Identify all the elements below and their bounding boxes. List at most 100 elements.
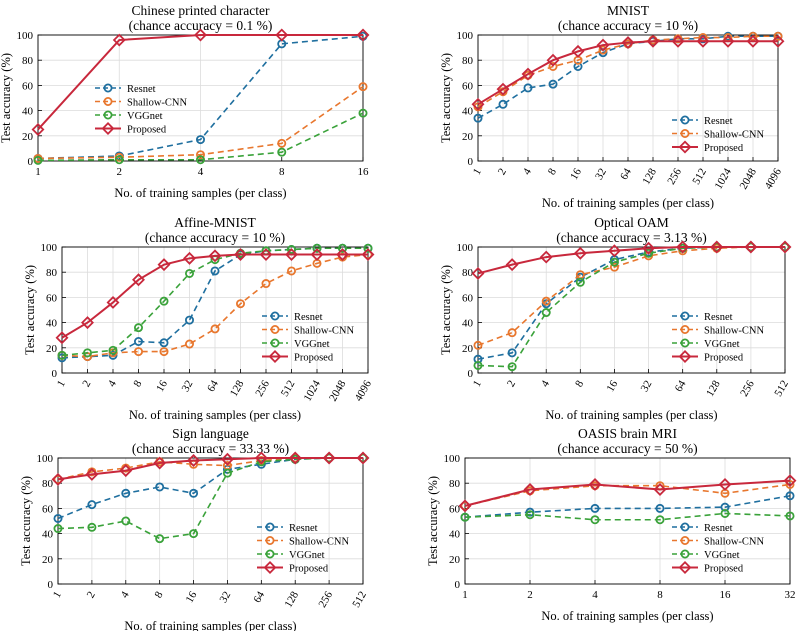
data-point-vggnet xyxy=(785,511,795,521)
data-point-proposed xyxy=(539,250,553,264)
y-axis-label: Test accuracy (%) xyxy=(439,265,453,355)
data-point-resnet xyxy=(523,83,533,93)
data-point-shallow-cnn xyxy=(286,266,296,276)
legend-marker xyxy=(678,561,692,574)
chart-subtitle: (chance accuracy = 33.33 %) xyxy=(132,441,289,456)
data-point-proposed xyxy=(596,38,610,52)
series-line-vggnet xyxy=(37,112,364,162)
data-point-shallow-cnn xyxy=(541,296,551,306)
y-tick-label: 100 xyxy=(457,242,474,254)
data-point-vggnet xyxy=(184,268,194,278)
data-point-proposed xyxy=(183,251,196,265)
x-tick-label: 16 xyxy=(568,166,584,182)
chart-panel-5: Sign language(chance accuracy = 33.33 %)… xyxy=(19,426,370,631)
legend-label: Resnet xyxy=(289,523,318,534)
x-tick-label: 512 xyxy=(279,378,298,398)
x-tick-label: 8 xyxy=(152,589,165,600)
x-tick-label: 8 xyxy=(657,589,663,601)
legend-marker xyxy=(270,338,280,348)
data-point-proposed xyxy=(361,248,375,262)
data-point-proposed xyxy=(458,499,472,513)
x-tick-label: 2048 xyxy=(327,378,349,403)
x-tick-label: 128 xyxy=(283,589,302,610)
series-line-resnet xyxy=(37,35,364,160)
x-tick-label: 2 xyxy=(117,166,123,178)
data-point-shallow-cnn xyxy=(609,262,619,272)
data-point-proposed xyxy=(194,28,207,42)
data-point-vggnet xyxy=(507,362,517,372)
x-axis-label: No. of training samples (per class) xyxy=(124,619,296,631)
data-point-proposed xyxy=(721,34,735,48)
data-point-vggnet xyxy=(33,155,43,165)
legend-label: Resnet xyxy=(704,523,733,534)
data-point-proposed xyxy=(505,258,519,272)
legend-marker xyxy=(678,140,692,154)
data-point-shallow-cnn xyxy=(184,339,194,349)
data-point-proposed xyxy=(153,456,167,470)
x-tick-label: 32 xyxy=(180,378,196,394)
data-point-proposed xyxy=(642,241,656,255)
legend-marker xyxy=(103,97,113,107)
legend-marker xyxy=(678,350,692,363)
chart-panel-2: MNIST(chance accuracy = 10 %) 0 20 40 60 80 10… xyxy=(439,3,785,210)
data-point-proposed xyxy=(356,451,370,465)
legend-label: Proposed xyxy=(704,143,744,154)
data-point-shallow-cnn xyxy=(548,62,558,72)
x-tick-label: 1 xyxy=(51,589,64,600)
x-tick-label: 128 xyxy=(704,378,723,399)
data-point-shallow-cnn xyxy=(210,324,220,334)
legend-marker xyxy=(680,522,690,532)
y-tick-label: 60 xyxy=(462,80,474,92)
data-point-proposed xyxy=(31,123,45,136)
x-tick-label: 1 xyxy=(471,378,484,389)
y-tick-label: 80 xyxy=(22,55,34,67)
x-tick-label: 1 xyxy=(35,166,41,178)
y-tick-label: 40 xyxy=(462,318,474,330)
chart-title: MNIST xyxy=(607,3,650,18)
y-tick-label: 0 xyxy=(468,156,474,168)
data-point-proposed xyxy=(771,34,785,48)
legend-marker xyxy=(680,536,690,546)
series-line-shallow-cnn xyxy=(37,86,364,160)
x-tick-label: 4096 xyxy=(353,378,375,403)
legend-label: Shallow-CNN xyxy=(704,537,765,548)
x-tick-label: 32 xyxy=(217,589,233,605)
legend-marker xyxy=(270,311,280,321)
x-tick-label: 8 xyxy=(573,378,586,389)
y-tick-label: 60 xyxy=(46,292,58,304)
data-point-proposed xyxy=(746,34,760,48)
data-point-proposed xyxy=(607,244,621,258)
data-point-proposed xyxy=(157,258,171,272)
data-point-proposed xyxy=(112,33,126,47)
data-point-resnet xyxy=(473,113,483,123)
data-point-resnet xyxy=(195,135,205,145)
data-point-shallow-cnn xyxy=(358,82,368,92)
legend-label: Resnet xyxy=(127,84,156,95)
x-tick-label: 1 xyxy=(55,378,68,389)
legend-marker xyxy=(263,561,277,574)
data-point-proposed xyxy=(546,53,560,67)
data-point-resnet xyxy=(548,79,558,89)
data-point-vggnet xyxy=(312,243,322,253)
legend: Resnet Shallow-CNN VGGnet Proposed xyxy=(672,311,765,364)
data-point-proposed xyxy=(51,472,65,486)
data-point-vggnet xyxy=(121,516,131,526)
data-point-proposed xyxy=(521,67,535,81)
data-point-resnet xyxy=(785,491,795,501)
y-tick-label: 100 xyxy=(41,242,58,254)
data-point-proposed xyxy=(55,331,69,345)
legend-marker xyxy=(265,522,275,532)
legend-label: Resnet xyxy=(704,312,733,323)
chart-title: Affine-MNIST xyxy=(174,215,256,230)
legend-marker xyxy=(680,311,690,321)
data-point-proposed xyxy=(119,464,133,478)
x-tick-label: 128 xyxy=(640,166,659,187)
series-line-resnet xyxy=(57,457,363,520)
legend-marker xyxy=(265,549,275,559)
x-tick-label: 64 xyxy=(673,378,689,394)
x-tick-label: 4 xyxy=(539,378,552,389)
legend-label: Proposed xyxy=(127,125,167,136)
x-tick-label: 256 xyxy=(738,378,757,399)
data-point-vggnet xyxy=(337,243,347,253)
data-point-proposed xyxy=(671,34,685,48)
